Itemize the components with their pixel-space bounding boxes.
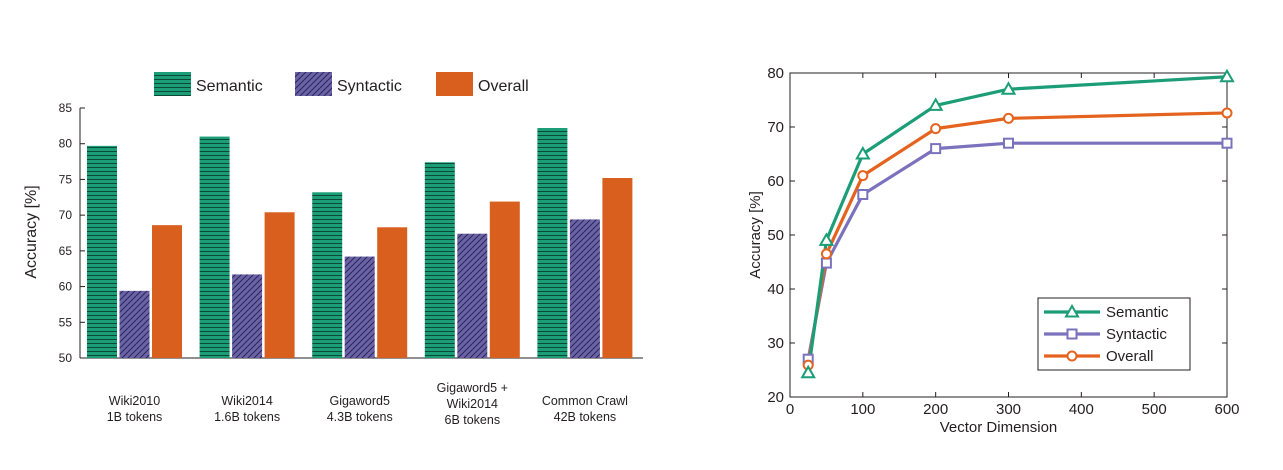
data-point-syntactic [930, 143, 942, 155]
bar-semantic [424, 162, 455, 358]
bar-overall [602, 178, 633, 358]
legend-marker-semantic [1064, 303, 1080, 318]
legend-swatch-syntactic [295, 72, 332, 96]
category-label: 42B tokens [554, 410, 617, 424]
bar-overall [377, 227, 408, 358]
x-axis-label: Vector Dimension [940, 419, 1058, 436]
y-tick-label: 80 [767, 65, 784, 82]
legend-label-overall: Overall [478, 78, 529, 95]
bar-overall [489, 201, 520, 358]
y-axis-label: Accuracy [%] [747, 191, 764, 279]
y-tick-label: 55 [59, 315, 73, 329]
y-tick-label: 65 [59, 244, 73, 258]
data-point-overall [820, 248, 832, 260]
y-tick-label: 30 [767, 335, 784, 352]
y-tick-label: 60 [767, 173, 784, 190]
y-axis-label: Accuracy [%] [23, 185, 40, 278]
bar-chart: Semantic Syntactic Overall 50 55 60 65 70 75 80 85… [23, 72, 643, 427]
legend-swatch-semantic [154, 72, 191, 96]
data-point-syntactic [1221, 137, 1233, 149]
legend-marker-syntactic [1066, 328, 1078, 340]
data-point-semantic [927, 97, 944, 111]
bar-semantic [537, 128, 568, 358]
category-label: 1.6B tokens [214, 410, 280, 424]
y-tick-label: 50 [767, 227, 784, 244]
legend-label-syntactic: Syntactic [1106, 326, 1167, 343]
bar-syntactic [457, 233, 488, 358]
y-tick-label: 80 [59, 137, 73, 151]
x-tick-label: 0 [786, 401, 794, 418]
bar-semantic [199, 136, 230, 358]
bar-syntactic [569, 219, 600, 358]
data-point-syntactic [820, 257, 832, 269]
category-label: Common Crawl [542, 394, 628, 408]
data-point-semantic [855, 145, 871, 160]
y-tick-label: 20 [767, 389, 784, 406]
category-label: Gigaword5 + [437, 381, 508, 395]
category-label: Wiki2010 [109, 394, 160, 408]
legend-label-semantic: Semantic [196, 78, 263, 95]
y-tick-label: 85 [59, 101, 73, 115]
data-point-semantic [1219, 68, 1235, 83]
bar-syntactic [344, 256, 375, 358]
bar-overall [152, 225, 182, 358]
x-tick-label: 400 [1069, 401, 1094, 418]
bar-syntactic [232, 274, 263, 358]
x-tick-label: 200 [923, 401, 948, 418]
line-chart: 0 100 200 300 400 500 600 20 30 40 50 60 70 80 Vector … [747, 65, 1240, 436]
data-point-overall [1003, 112, 1014, 124]
category-label: 1B tokens [107, 410, 163, 424]
data-point-overall [857, 170, 869, 182]
category-label: Gigaword5 [329, 394, 389, 408]
y-tick-label: 70 [767, 119, 784, 136]
y-tick-label: 50 [59, 351, 73, 365]
category-label: Wiki2014 [447, 397, 498, 411]
data-point-semantic [1000, 81, 1017, 95]
legend-swatch-overall [436, 72, 473, 96]
y-tick-label: 70 [59, 208, 73, 222]
data-point-syntactic [857, 189, 869, 200]
x-tick-label: 500 [1142, 401, 1167, 418]
data-point-syntactic [1003, 137, 1014, 149]
x-tick-label: 600 [1214, 401, 1239, 418]
y-tick-label: 75 [59, 172, 73, 186]
bar-semantic [87, 145, 117, 358]
legend-label-syntactic: Syntactic [337, 78, 402, 95]
category-label: 6B tokens [445, 413, 501, 427]
bar-overall [264, 212, 295, 358]
data-point-semantic [818, 232, 835, 246]
legend-label-overall: Overall [1106, 348, 1154, 365]
data-point-overall [1221, 107, 1233, 119]
category-label: 4.3B tokens [327, 410, 393, 424]
bar-semantic [312, 192, 343, 358]
legend-marker-overall [1066, 350, 1078, 362]
data-point-overall [930, 123, 942, 135]
bar-syntactic [119, 290, 150, 358]
legend-label-semantic: Semantic [1106, 304, 1169, 321]
x-tick-label: 300 [996, 401, 1021, 418]
y-tick-label: 40 [767, 281, 784, 298]
category-label: Wiki2014 [221, 394, 272, 408]
y-tick-label: 60 [59, 280, 73, 294]
data-point-semantic [800, 364, 816, 379]
x-tick-label: 100 [850, 401, 875, 418]
